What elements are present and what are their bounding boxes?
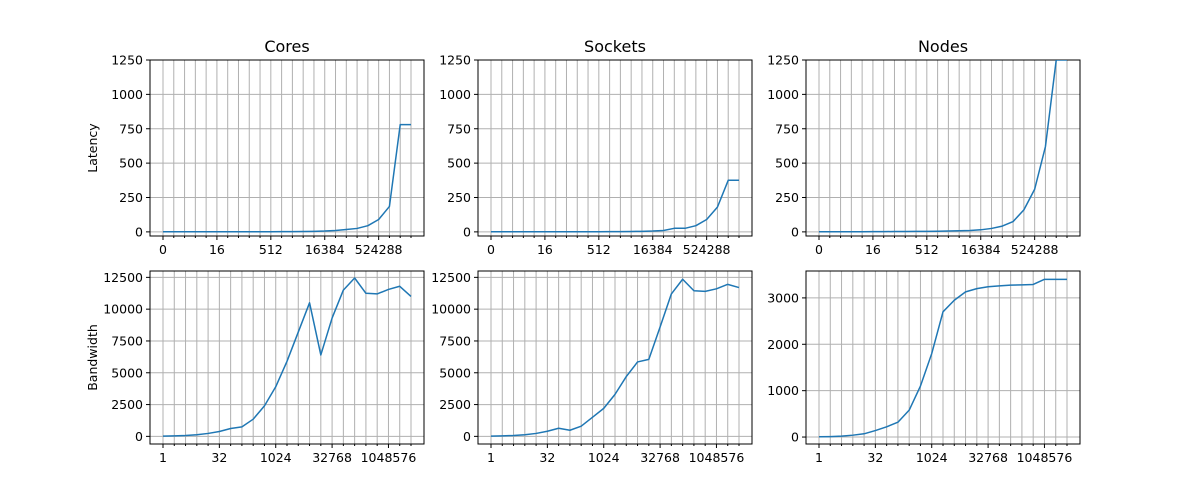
y-tick-label: 250 bbox=[119, 190, 143, 205]
y-tick-label: 2500 bbox=[111, 397, 143, 412]
y-tick-label: 1250 bbox=[111, 53, 143, 68]
y-axis-label: Bandwidth bbox=[85, 324, 100, 391]
panel-title: Nodes bbox=[918, 37, 968, 56]
x-tick-label: 0 bbox=[815, 242, 823, 257]
y-tick-label: 2500 bbox=[439, 397, 471, 412]
panels: 0 16 512 16384 524288025050075010001250Cores… bbox=[85, 37, 1081, 465]
x-tick-label: 32 bbox=[211, 450, 227, 465]
y-tick-label: 2000 bbox=[767, 337, 799, 352]
y-tick-label: 500 bbox=[447, 156, 471, 171]
panel-4: 1 32 1024 32768 1048576 0 2500 5000 7500 10000 125… bbox=[85, 270, 425, 465]
y-tick-label: 0 bbox=[135, 429, 143, 444]
y-tick-label: 10000 bbox=[103, 302, 143, 317]
x-tick-label: 32768 bbox=[312, 450, 352, 465]
x-tick-label: 16384 bbox=[305, 242, 345, 257]
y-tick-label: 0 bbox=[791, 430, 799, 445]
y-tick-label: 1000 bbox=[439, 87, 471, 102]
x-tick-label: 1024 bbox=[588, 450, 620, 465]
panel-6: 1 32 1024 32768 1048576 0 1000 2000 3000 bbox=[767, 270, 1081, 465]
y-tick-label: 0 bbox=[463, 224, 471, 239]
y-tick-label: 750 bbox=[447, 121, 471, 136]
axes-frame bbox=[149, 59, 425, 237]
series-line bbox=[163, 123, 411, 233]
y-tick-label: 3000 bbox=[767, 290, 799, 305]
x-tick-label: 0 bbox=[159, 242, 167, 257]
y-tick-label: 500 bbox=[119, 156, 143, 171]
y-axis-label: Latency bbox=[85, 123, 100, 173]
x-tick-label: 1 bbox=[159, 450, 167, 465]
x-tick-label: 16 bbox=[865, 242, 881, 257]
x-tick-label: 32768 bbox=[640, 450, 680, 465]
x-tick-label: 524288 bbox=[683, 242, 731, 257]
y-tick-label: 0 bbox=[135, 224, 143, 239]
x-tick-label: 32768 bbox=[968, 450, 1008, 465]
y-tick-label: 7500 bbox=[111, 333, 143, 348]
y-tick-label: 750 bbox=[119, 121, 143, 136]
series-line bbox=[491, 179, 739, 233]
y-tick-label: 500 bbox=[775, 156, 799, 171]
panel-5: 1 32 1024 32768 1048576 0 2500 5000 7500 10000 125… bbox=[431, 270, 753, 465]
x-tick-label: 1048576 bbox=[361, 450, 417, 465]
x-tick-label: 32 bbox=[867, 450, 883, 465]
x-tick-label: 0 bbox=[487, 242, 495, 257]
axes-frame bbox=[805, 59, 1081, 237]
x-tick-label: 512 bbox=[259, 242, 283, 257]
x-tick-label: 32 bbox=[539, 450, 555, 465]
x-tick-label: 16384 bbox=[961, 242, 1001, 257]
panel-2: 0 16 512 16384 524288 0 250 500 750 1000 1250 Socke… bbox=[439, 37, 753, 257]
y-tick-label: 250 bbox=[775, 190, 799, 205]
y-tick-label: 5000 bbox=[111, 365, 143, 380]
x-tick-label: 1024 bbox=[260, 450, 292, 465]
y-tick-label: 0 bbox=[791, 224, 799, 239]
x-tick-label: 16 bbox=[209, 242, 225, 257]
x-tick-label: 1 bbox=[815, 450, 823, 465]
y-tick-label: 12500 bbox=[431, 270, 471, 285]
x-tick-label: 512 bbox=[915, 242, 939, 257]
x-tick-label: 1048576 bbox=[1017, 450, 1073, 465]
axes-frame bbox=[477, 59, 753, 237]
x-tick-label: 524288 bbox=[1011, 242, 1059, 257]
y-tick-label: 1250 bbox=[439, 53, 471, 68]
y-tick-label: 0 bbox=[463, 429, 471, 444]
y-tick-label: 5000 bbox=[439, 365, 471, 380]
x-tick-label: 1048576 bbox=[689, 450, 745, 465]
panel-title: Sockets bbox=[584, 37, 646, 56]
y-tick-label: 750 bbox=[775, 121, 799, 136]
series-line bbox=[819, 60, 1067, 233]
panel-3: 0 16 512 16384 524288 0 250 500 750 1000 1250 Nodes bbox=[767, 37, 1081, 257]
y-tick-label: 12500 bbox=[103, 270, 143, 285]
y-tick-label: 1250 bbox=[767, 53, 799, 68]
x-tick-label: 1 bbox=[487, 450, 495, 465]
y-tick-label: 250 bbox=[447, 190, 471, 205]
y-tick-label: 1000 bbox=[767, 87, 799, 102]
x-tick-label: 1024 bbox=[916, 450, 948, 465]
y-tick-label: 7500 bbox=[439, 333, 471, 348]
y-tick-label: 1000 bbox=[111, 87, 143, 102]
panel-title: Cores bbox=[264, 37, 309, 56]
x-tick-label: 512 bbox=[587, 242, 611, 257]
x-tick-label: 524288 bbox=[355, 242, 403, 257]
y-tick-label: 1000 bbox=[767, 383, 799, 398]
panel-1: 0 16 512 16384 524288 0 250 500 750 1000 1250 Cores… bbox=[85, 37, 425, 257]
x-tick-label: 16 bbox=[537, 242, 553, 257]
x-tick-label: 16384 bbox=[633, 242, 673, 257]
y-tick-label: 10000 bbox=[431, 302, 471, 317]
